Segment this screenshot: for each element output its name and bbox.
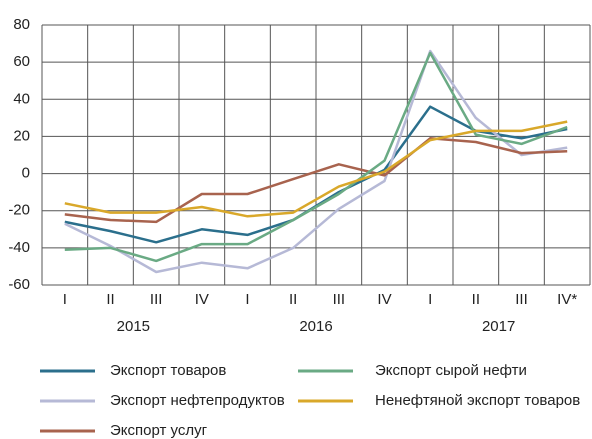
x-tick-label: IV	[377, 291, 391, 308]
legend-label: Ненефтяной экспорт товаров	[375, 392, 580, 409]
y-tick-label: -60	[8, 276, 30, 293]
y-tick-label: -40	[8, 239, 30, 256]
year-label: 2017	[482, 318, 515, 335]
x-tick-label: I	[63, 291, 67, 308]
y-tick-label: -20	[8, 202, 30, 219]
series-line	[64, 137, 568, 224]
year-label: 2015	[117, 318, 150, 335]
x-tick-label: III	[150, 291, 163, 308]
y-tick-label: 40	[13, 90, 30, 107]
legend-label: Экспорт сырой нефти	[375, 362, 527, 379]
x-tick-label: I	[245, 291, 249, 308]
x-tick-label: I	[428, 291, 432, 308]
year-label: 2016	[299, 318, 332, 335]
legend-label: Экспорт услуг	[110, 422, 208, 439]
y-tick-label: 80	[13, 16, 30, 33]
series-line	[64, 49, 568, 274]
x-tick-label: II	[472, 291, 480, 308]
x-tick-label: II	[289, 291, 297, 308]
x-tick-label: III	[515, 291, 528, 308]
y-tick-label: 0	[22, 165, 30, 182]
legend-label: Экспорт товаров	[110, 362, 226, 379]
legend-label: Экспорт нефтепродуктов	[110, 392, 285, 409]
y-tick-label: 60	[13, 53, 30, 70]
x-tick-label: III	[333, 291, 346, 308]
x-tick-label: II	[106, 291, 114, 308]
x-tick-label: IV*	[557, 291, 577, 308]
y-tick-label: 20	[13, 127, 30, 144]
series-line	[64, 120, 568, 218]
x-tick-label: IV	[195, 291, 209, 308]
series-line	[64, 51, 568, 263]
